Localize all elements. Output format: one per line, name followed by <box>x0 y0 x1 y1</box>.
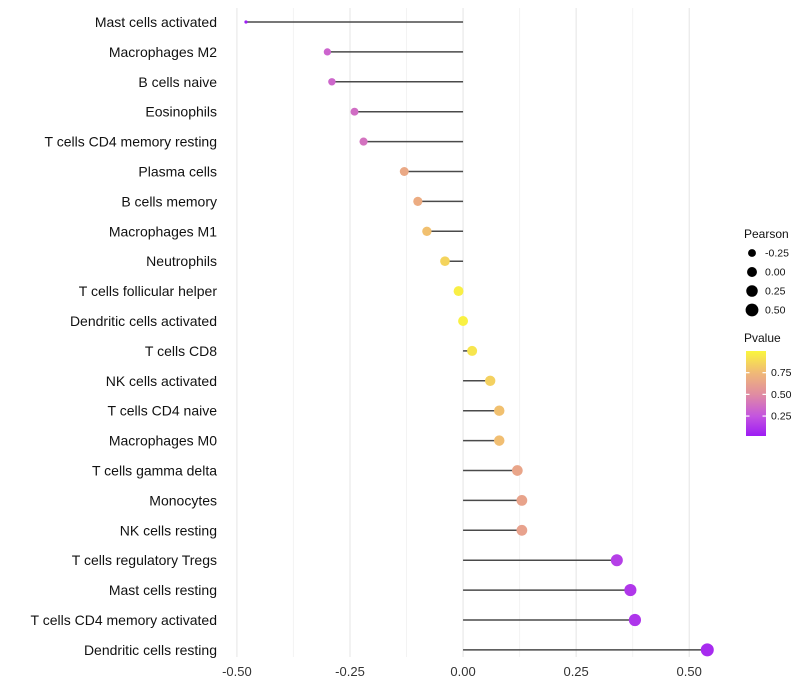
y-axis-label: Dendritic cells resting <box>84 642 217 658</box>
legend-gradient-bar <box>746 351 766 436</box>
y-axis-label: Macrophages M0 <box>109 433 217 449</box>
lollipop-dot <box>624 584 637 597</box>
y-axis-label: Eosinophils <box>145 104 217 120</box>
legend-size-label: 0.50 <box>765 305 786 317</box>
y-axis-label: T cells CD4 memory activated <box>31 612 217 628</box>
y-axis-label: NK cells activated <box>106 373 217 389</box>
lollipop-dot <box>494 435 505 446</box>
lollipop-dot <box>485 375 496 386</box>
y-axis-label: T cells CD4 memory resting <box>45 134 217 150</box>
legend-color-label: 0.50 <box>771 389 792 401</box>
y-axis-label: Mast cells resting <box>109 582 217 598</box>
lollipop-dot <box>516 524 528 536</box>
lollipop-dot <box>610 554 623 567</box>
y-axis-label: B cells memory <box>121 193 217 209</box>
x-axis-label: 0.50 <box>677 664 702 679</box>
lollipop-dot <box>628 613 642 627</box>
y-axis-label: T cells CD8 <box>145 343 217 359</box>
legend-size-label: 0.00 <box>765 267 786 279</box>
legend-color-label: 0.25 <box>771 411 792 423</box>
lollipop-dot <box>458 316 469 326</box>
legend-size-dot <box>745 303 759 317</box>
y-axis-label: Mast cells activated <box>95 14 217 30</box>
lollipop-dot <box>413 196 423 206</box>
y-axis-label: B cells naive <box>138 74 217 90</box>
legend-size-label: 0.25 <box>765 286 786 298</box>
y-axis-label: Macrophages M2 <box>109 44 217 60</box>
legend-color-title: Pvalue <box>744 331 781 345</box>
x-axis-label: -0.50 <box>222 664 252 679</box>
legend-size-dot <box>746 285 758 297</box>
x-axis-label: 0.25 <box>563 664 588 679</box>
lollipop-dot <box>494 405 505 416</box>
lollipop-dot <box>700 643 714 657</box>
lollipop-dot <box>440 256 450 267</box>
lollipop-dot <box>422 226 432 236</box>
legend-size-dot <box>747 267 757 277</box>
y-axis-label: Plasma cells <box>138 164 217 180</box>
y-axis-label: Macrophages M1 <box>109 223 217 239</box>
legend-size-label: -0.25 <box>765 248 789 260</box>
lollipop-dot <box>350 107 359 116</box>
legend-size-title: Pearson <box>744 227 789 241</box>
y-axis-label: T cells gamma delta <box>92 463 217 479</box>
y-axis-label: Monocytes <box>149 492 217 508</box>
lollipop-dot <box>359 137 368 146</box>
y-axis-label: NK cells resting <box>120 522 217 538</box>
lollipop-dot <box>323 48 332 56</box>
lollipop-dot <box>453 286 464 297</box>
y-axis-label: Neutrophils <box>146 253 217 269</box>
legend-color-label: 0.75 <box>771 367 792 379</box>
x-axis-label: -0.25 <box>335 664 365 679</box>
lollipop-dot <box>516 495 528 506</box>
lollipop-dot <box>244 20 248 24</box>
y-axis-label: T cells regulatory Tregs <box>72 552 217 568</box>
lollipop-dot <box>328 78 336 86</box>
y-axis-label: Dendritic cells activated <box>70 313 217 329</box>
x-axis-label: 0.00 <box>450 664 475 679</box>
lollipop-dot <box>399 167 409 176</box>
lollipop-dot <box>467 345 478 356</box>
lollipop-dot <box>511 465 523 476</box>
y-axis-label: T cells CD4 naive <box>108 403 218 419</box>
legend-size-dot <box>748 249 756 257</box>
y-axis-label: T cells follicular helper <box>79 283 218 299</box>
